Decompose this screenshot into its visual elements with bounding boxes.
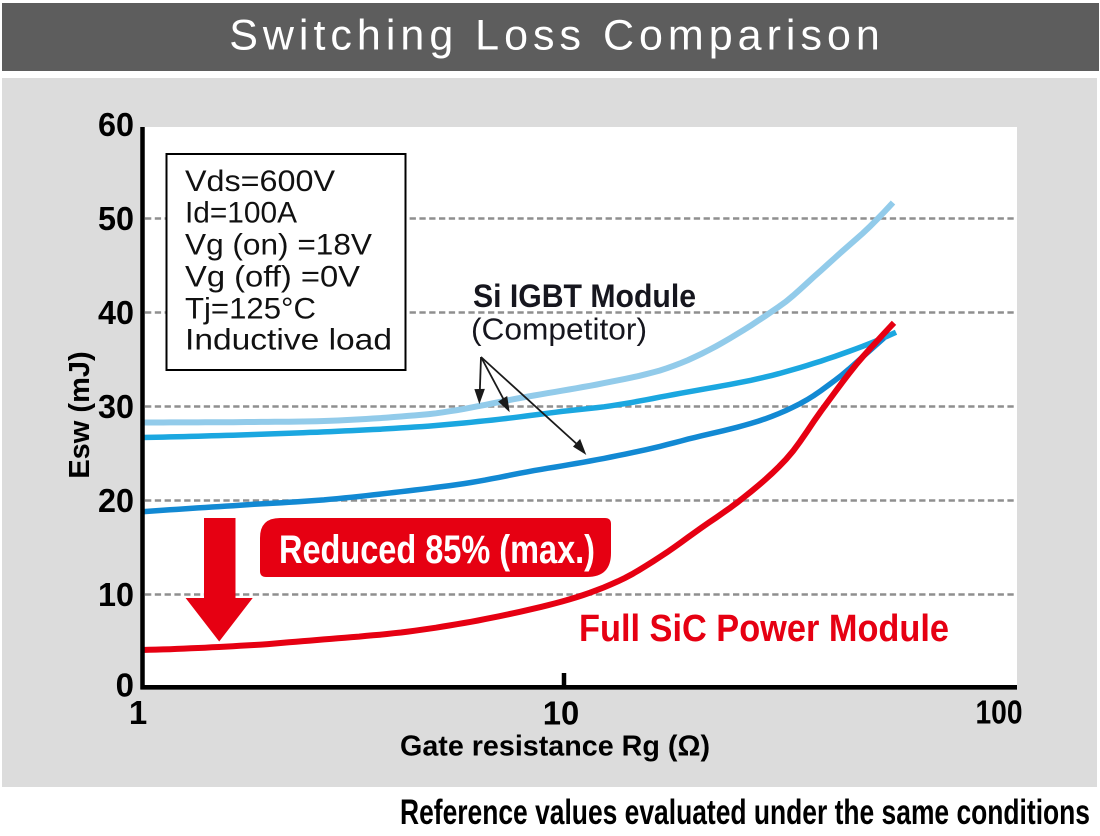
svg-text:10: 10	[543, 695, 580, 732]
svg-text:Full SiC Power Module: Full SiC Power Module	[579, 608, 949, 650]
svg-text:Vg (off) =0V: Vg (off) =0V	[185, 260, 360, 293]
svg-text:(Competitor): (Competitor)	[471, 312, 647, 347]
svg-text:Vg (on) =18V: Vg (on) =18V	[185, 229, 372, 262]
svg-text:0: 0	[116, 667, 134, 704]
svg-text:30: 30	[98, 388, 134, 425]
svg-text:Id=100A: Id=100A	[185, 197, 297, 230]
svg-text:50: 50	[98, 200, 134, 237]
svg-text:100: 100	[976, 694, 1023, 731]
svg-text:Reduced 85% (max.): Reduced 85% (max.)	[279, 528, 595, 572]
svg-text:Si IGBT Module: Si IGBT Module	[473, 278, 696, 314]
svg-text:10: 10	[98, 576, 134, 613]
svg-text:Switching Loss Comparison: Switching Loss Comparison	[229, 12, 885, 60]
svg-text:Reference values evaluated und: Reference values evaluated under the sam…	[400, 792, 1090, 832]
svg-text:Gate resistance Rg (Ω): Gate resistance Rg (Ω)	[400, 731, 710, 763]
svg-text:Esw (mJ): Esw (mJ)	[64, 351, 96, 478]
svg-text:Vds=600V: Vds=600V	[185, 165, 335, 198]
svg-text:Inductive load: Inductive load	[185, 324, 392, 357]
svg-text:1: 1	[129, 694, 147, 731]
svg-text:20: 20	[98, 482, 134, 519]
svg-text:60: 60	[98, 106, 134, 143]
svg-text:Tj=125°C: Tj=125°C	[185, 293, 316, 326]
svg-text:40: 40	[98, 294, 134, 331]
